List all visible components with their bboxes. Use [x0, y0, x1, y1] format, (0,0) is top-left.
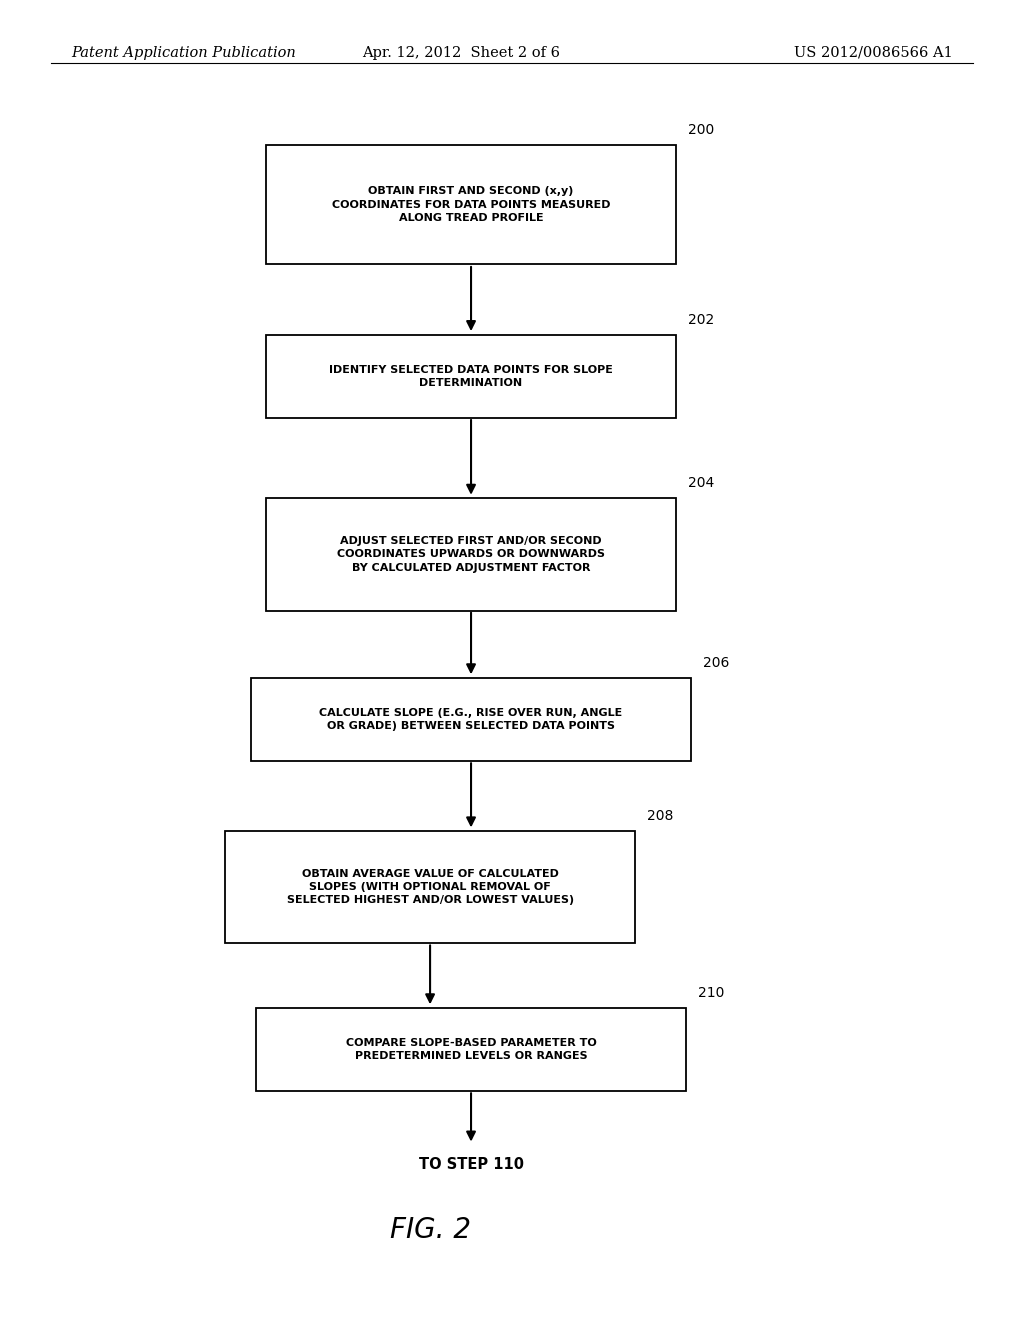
Text: FIG. 2: FIG. 2	[389, 1216, 471, 1245]
FancyBboxPatch shape	[266, 145, 676, 264]
FancyBboxPatch shape	[266, 335, 676, 417]
Text: IDENTIFY SELECTED DATA POINTS FOR SLOPE
DETERMINATION: IDENTIFY SELECTED DATA POINTS FOR SLOPE …	[329, 364, 613, 388]
Text: 200: 200	[688, 123, 715, 137]
FancyBboxPatch shape	[251, 678, 691, 760]
Text: 202: 202	[688, 313, 715, 327]
Text: US 2012/0086566 A1: US 2012/0086566 A1	[794, 46, 952, 59]
Text: 210: 210	[698, 986, 725, 1001]
Text: OBTAIN FIRST AND SECOND (x,y)
COORDINATES FOR DATA POINTS MEASURED
ALONG TREAD P: OBTAIN FIRST AND SECOND (x,y) COORDINATE…	[332, 186, 610, 223]
FancyBboxPatch shape	[256, 1008, 686, 1090]
Text: Apr. 12, 2012  Sheet 2 of 6: Apr. 12, 2012 Sheet 2 of 6	[361, 46, 560, 59]
Text: 206: 206	[703, 656, 730, 671]
Text: Patent Application Publication: Patent Application Publication	[72, 46, 296, 59]
Text: 208: 208	[647, 809, 674, 824]
FancyBboxPatch shape	[266, 499, 676, 610]
Text: 204: 204	[688, 477, 715, 491]
Text: ADJUST SELECTED FIRST AND/OR SECOND
COORDINATES UPWARDS OR DOWNWARDS
BY CALCULAT: ADJUST SELECTED FIRST AND/OR SECOND COOR…	[337, 536, 605, 573]
Text: CALCULATE SLOPE (E.G., RISE OVER RUN, ANGLE
OR GRADE) BETWEEN SELECTED DATA POIN: CALCULATE SLOPE (E.G., RISE OVER RUN, AN…	[319, 708, 623, 731]
Text: OBTAIN AVERAGE VALUE OF CALCULATED
SLOPES (WITH OPTIONAL REMOVAL OF
SELECTED HIG: OBTAIN AVERAGE VALUE OF CALCULATED SLOPE…	[287, 869, 573, 906]
FancyBboxPatch shape	[225, 832, 635, 942]
Text: COMPARE SLOPE-BASED PARAMETER TO
PREDETERMINED LEVELS OR RANGES: COMPARE SLOPE-BASED PARAMETER TO PREDETE…	[346, 1038, 596, 1061]
Text: TO STEP 110: TO STEP 110	[419, 1156, 523, 1172]
